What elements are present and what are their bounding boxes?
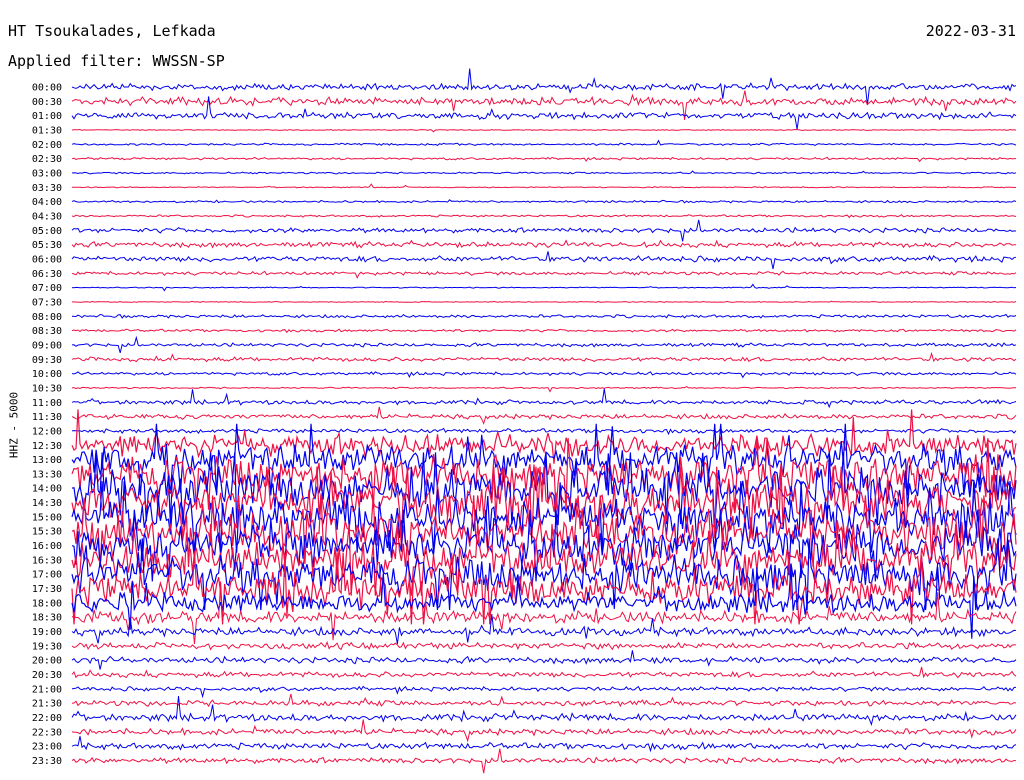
row-time-label: 01:00 — [32, 111, 62, 122]
row-time-label: 16:30 — [32, 555, 62, 566]
row-time-label: 09:00 — [32, 340, 62, 351]
trace-row-0330 — [71, 183, 1017, 189]
row-time-label: 04:30 — [32, 211, 62, 222]
trace-row-1430 — [71, 466, 1017, 539]
row-time-label: 20:30 — [32, 670, 62, 681]
trace-row-0200 — [71, 139, 1017, 146]
trace-row-2300 — [71, 736, 1017, 753]
station-title: HT Tsoukalades, Lefkada — [8, 22, 216, 40]
trace-row-0730 — [71, 300, 1017, 303]
row-time-label: 02:00 — [32, 140, 62, 151]
row-time-label: 13:30 — [32, 469, 62, 480]
trace-row-1400 — [71, 452, 1017, 525]
row-time-label: 17:30 — [32, 584, 62, 595]
row-time-label: 08:30 — [32, 326, 62, 337]
row-time-label: 15:30 — [32, 527, 62, 538]
row-time-label: 17:00 — [32, 570, 62, 581]
trace-row-0530 — [71, 239, 1017, 249]
trace-row-2030 — [71, 666, 1017, 679]
row-time-label: 21:30 — [32, 699, 62, 710]
row-time-label: 23:30 — [32, 756, 62, 767]
row-time-label: 18:00 — [32, 598, 62, 609]
trace-row-2330 — [71, 748, 1017, 774]
row-time-label: 11:30 — [32, 412, 62, 423]
row-time-label: 00:30 — [32, 97, 62, 108]
trace-row-0500 — [71, 219, 1017, 242]
row-time-label: 03:30 — [32, 183, 62, 194]
trace-row-2200 — [71, 695, 1017, 727]
row-time-label: 11:00 — [32, 398, 62, 409]
row-time-label: 18:30 — [32, 613, 62, 624]
row-time-label: 12:30 — [32, 441, 62, 452]
trace-row-1200 — [71, 427, 1017, 436]
row-time-label: 13:00 — [32, 455, 62, 466]
row-time-label: 10:30 — [32, 383, 62, 394]
trace-row-1600 — [71, 509, 1017, 582]
row-time-label: 07:00 — [32, 283, 62, 294]
row-label-group: 00:00 00:30 01:00 01:30 02:00 02:30 03:00 03:30… — [32, 83, 62, 768]
trace-row-0300 — [71, 170, 1017, 175]
row-time-label: 07:30 — [32, 297, 62, 308]
row-time-label: 05:00 — [32, 226, 62, 237]
row-time-label: 10:00 — [32, 369, 62, 380]
trace-row-2100 — [71, 685, 1017, 699]
trace-row-1000 — [71, 371, 1017, 379]
row-time-label: 00:00 — [32, 83, 62, 94]
row-time-label: 21:00 — [32, 684, 62, 695]
trace-row-0830 — [71, 328, 1017, 334]
trace-row-1900 — [71, 613, 1017, 644]
trace-row-1700 — [71, 538, 1017, 611]
row-time-label: 14:30 — [32, 498, 62, 509]
trace-row-1100 — [71, 388, 1017, 409]
trace-row-1830 — [71, 581, 1017, 645]
trace-row-2130 — [71, 693, 1017, 708]
row-time-label: 06:30 — [32, 269, 62, 280]
trace-row-1930 — [71, 640, 1016, 651]
trace-row-1300 — [71, 423, 1017, 496]
date-label: 2022-03-31 — [925, 22, 1016, 40]
row-time-label: 19:00 — [32, 627, 62, 638]
row-time-label: 22:00 — [32, 713, 62, 724]
row-time-label: 01:30 — [32, 125, 62, 136]
trace-row-1230 — [71, 409, 1017, 464]
trace-row-0130 — [71, 128, 1017, 133]
trace-row-0100 — [71, 96, 1017, 130]
trace-row-0430 — [71, 214, 1017, 219]
trace-row-2230 — [71, 719, 1017, 743]
trace-row-0230 — [71, 156, 1017, 163]
row-time-label: 05:30 — [32, 240, 62, 251]
trace-row-1030 — [71, 386, 1016, 393]
trace-group — [71, 68, 1017, 774]
trace-row-0000 — [71, 68, 1017, 106]
trace-row-0700 — [71, 283, 1017, 292]
trace-row-0400 — [71, 199, 1017, 204]
trace-row-0930 — [71, 351, 1017, 363]
row-time-label: 08:00 — [32, 312, 62, 323]
row-time-label: 14:00 — [32, 484, 62, 495]
trace-row-1800 — [71, 567, 1017, 639]
row-time-label: 06:00 — [32, 254, 62, 265]
trace-row-0630 — [71, 270, 1017, 279]
row-time-label: 09:30 — [32, 355, 62, 366]
trace-row-0900 — [71, 335, 1017, 354]
trace-row-0600 — [71, 251, 1017, 270]
trace-row-1130 — [71, 406, 1017, 425]
row-time-label: 20:00 — [32, 656, 62, 667]
row-time-label: 23:00 — [32, 742, 62, 753]
row-time-label: 12:00 — [32, 426, 62, 437]
trace-row-2000 — [71, 650, 1017, 670]
row-time-label: 15:00 — [32, 512, 62, 523]
row-time-label: 03:00 — [32, 168, 62, 179]
row-time-label: 04:00 — [32, 197, 62, 208]
row-time-label: 22:30 — [32, 727, 62, 738]
row-time-label: 19:30 — [32, 641, 62, 652]
filter-label: Applied filter: WWSSN-SP — [8, 52, 225, 70]
trace-row-0800 — [71, 313, 1017, 319]
trace-row-0030 — [71, 90, 1017, 120]
row-time-label: 02:30 — [32, 154, 62, 165]
trace-row-1630 — [71, 524, 1017, 596]
row-time-label: 16:00 — [32, 541, 62, 552]
trace-row-1500 — [71, 481, 1017, 553]
